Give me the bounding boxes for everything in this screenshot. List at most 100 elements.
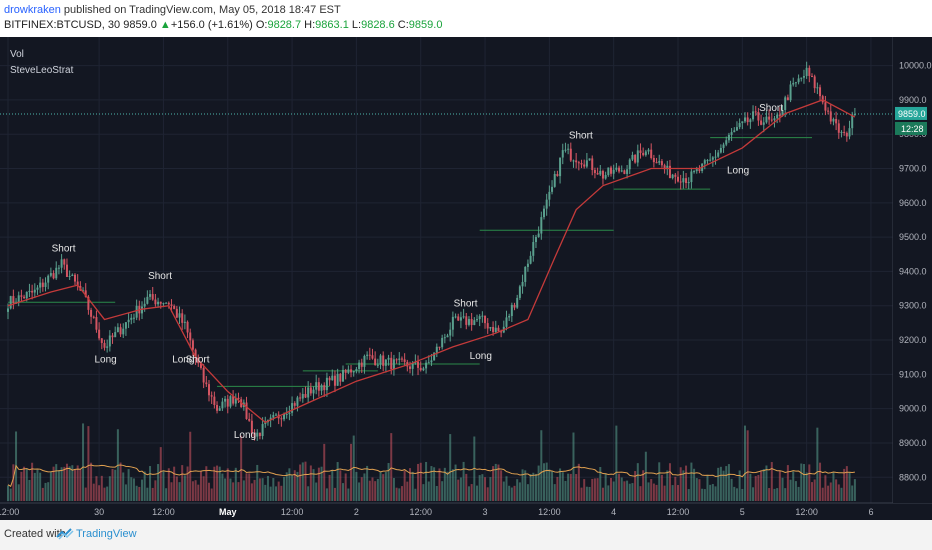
candle xyxy=(835,118,838,124)
tradingview-logo-icon[interactable] xyxy=(56,527,74,541)
volume-bar xyxy=(355,471,358,501)
candle xyxy=(489,326,492,329)
volume-bar xyxy=(191,481,194,501)
candle xyxy=(671,174,674,179)
volume-bar xyxy=(208,482,210,501)
time-tick-label: May xyxy=(219,507,237,517)
candle xyxy=(626,169,629,174)
volume-bar xyxy=(813,479,816,501)
volume-bar xyxy=(291,475,294,501)
candle xyxy=(57,267,60,269)
candle xyxy=(457,316,460,321)
volume-bar xyxy=(551,471,554,501)
volume-bar xyxy=(727,464,730,501)
volume-bar xyxy=(245,473,248,501)
candle xyxy=(722,144,725,148)
candle xyxy=(301,393,304,399)
time-tick-label: 5 xyxy=(740,507,745,517)
volume-bar xyxy=(543,463,545,501)
candle xyxy=(275,414,277,416)
volume-bar xyxy=(283,477,286,501)
candle xyxy=(218,408,221,411)
time-axis[interactable]: 12:00 30 12:00 May 12:00 2 12:00 3 12:00 4 12:00 5 1… xyxy=(0,507,873,517)
volume-bar xyxy=(173,466,176,501)
candle xyxy=(191,340,194,350)
signal-label: Long xyxy=(470,351,492,362)
volume-bar xyxy=(74,469,76,501)
volume-bar xyxy=(505,476,508,501)
last-price-badge-label: 9859.0 xyxy=(898,109,926,119)
volume-bar xyxy=(770,462,773,501)
candle xyxy=(478,316,481,320)
volume-bar xyxy=(735,488,738,501)
candle xyxy=(323,385,326,391)
volume-bar xyxy=(572,432,575,501)
volume-bar xyxy=(462,461,465,501)
ma-line xyxy=(7,99,856,424)
volume-bar xyxy=(360,477,363,501)
volume-bar xyxy=(510,487,513,501)
candle xyxy=(411,363,414,369)
candle xyxy=(256,432,259,437)
volume-bar xyxy=(778,470,781,501)
volume-bar xyxy=(352,435,355,501)
volume-bar xyxy=(210,488,213,501)
volume-bar xyxy=(218,466,221,501)
tradingview-brand[interactable]: TradingView xyxy=(76,528,137,540)
volume-bar xyxy=(186,466,189,501)
chart-area[interactable]: Short Short Long Long Short Long Short Long Shor… xyxy=(0,37,932,520)
volume-bar xyxy=(853,479,856,501)
candle xyxy=(269,417,272,420)
author-link[interactable]: drowkraken xyxy=(4,4,61,16)
candle xyxy=(232,396,235,404)
volume-bar xyxy=(752,487,755,501)
symbol-label: BITFINEX:BTCUSD, 30 xyxy=(4,19,121,31)
candle xyxy=(711,157,714,160)
volume-bar xyxy=(687,489,690,501)
last-price-badge xyxy=(895,106,927,120)
volume-bar xyxy=(159,447,162,501)
candle xyxy=(481,315,484,317)
volume-bar xyxy=(23,466,26,501)
candle xyxy=(650,149,653,158)
legend-strategy[interactable]: SteveLeoStrat xyxy=(10,65,74,76)
volume-bar xyxy=(647,482,650,501)
volume-bar xyxy=(328,474,331,501)
volume-bar xyxy=(374,481,377,501)
volume-bar xyxy=(540,430,543,501)
legend-vol[interactable]: Vol xyxy=(10,49,24,60)
volume-bar xyxy=(768,488,771,501)
volume-bar xyxy=(744,425,746,501)
volume-bar xyxy=(679,467,682,501)
candle xyxy=(430,360,433,363)
volume-bar xyxy=(489,477,492,501)
volume-bar xyxy=(344,473,347,501)
volume-bar xyxy=(802,464,805,501)
time-tick-label: 12:00 xyxy=(795,507,818,517)
candle xyxy=(339,373,342,382)
candle xyxy=(636,150,639,163)
candle xyxy=(435,346,438,353)
volume-bar xyxy=(612,481,615,501)
volume-bar xyxy=(398,488,401,501)
volume-bar xyxy=(376,478,379,501)
volume-bar xyxy=(719,466,722,501)
volume-bar xyxy=(470,484,473,501)
volume-bar xyxy=(98,485,101,501)
candle xyxy=(794,82,797,84)
candle xyxy=(419,367,422,371)
candle xyxy=(784,97,787,110)
candle xyxy=(106,346,109,348)
candle xyxy=(486,323,489,329)
candle xyxy=(108,335,111,347)
candle xyxy=(526,263,529,267)
price-axis[interactable]: 10000.09900.09800.09700.09600.09500.0940… xyxy=(893,37,932,503)
volume-bar xyxy=(275,486,277,501)
volume-bar xyxy=(333,487,336,501)
time-tick-label: 12:00 xyxy=(0,507,19,517)
volume-bar xyxy=(248,473,251,501)
candle xyxy=(754,111,757,113)
candle xyxy=(628,159,631,170)
